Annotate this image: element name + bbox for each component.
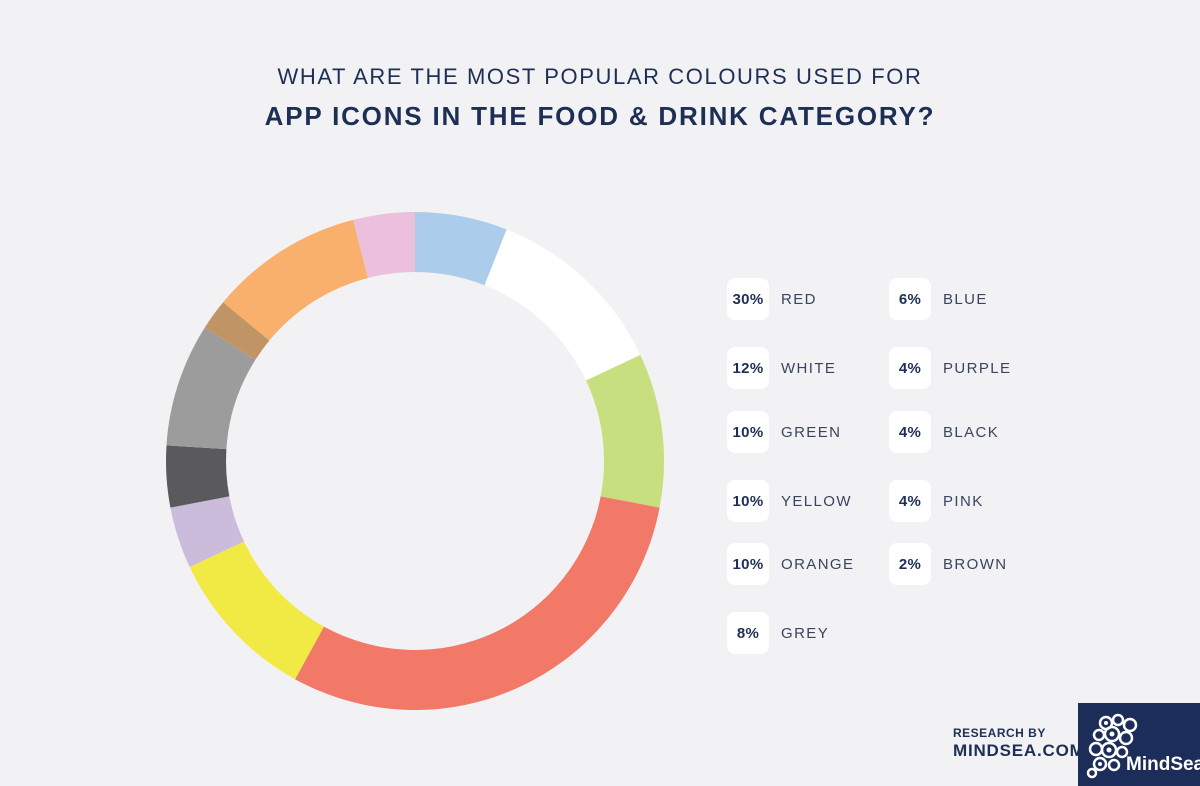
legend-item-brown: 2% BROWN <box>889 543 1008 585</box>
donut-slice-orange <box>223 219 368 341</box>
donut-slice-grey <box>166 327 256 450</box>
legend-label: WHITE <box>781 359 837 377</box>
legend-label: BROWN <box>943 555 1008 573</box>
mindsea-logo: MindSea <box>1078 703 1200 786</box>
donut-slice-yellow <box>189 541 324 680</box>
legend-item-grey: 8% GREY <box>727 612 829 654</box>
chart-title-line2: APP ICONS IN THE FOOD & DRINK CATEGORY? <box>264 101 936 131</box>
legend-item-yellow: 10% YELLOW <box>727 480 852 522</box>
donut-chart <box>166 212 664 710</box>
logo-wordmark: MindSea <box>1126 754 1200 775</box>
legend-value: 10% <box>727 411 769 453</box>
legend-item-black: 4% BLACK <box>889 411 999 453</box>
mindsea-logo-icon: MindSea <box>1086 713 1200 779</box>
legend-value: 2% <box>889 543 931 585</box>
legend-item-pink: 4% PINK <box>889 480 984 522</box>
legend-item-red: 30% RED <box>727 278 817 320</box>
legend-label: GREY <box>781 624 830 642</box>
legend-value: 30% <box>727 278 769 320</box>
legend-value: 4% <box>889 411 931 453</box>
legend-item-green: 10% GREEN <box>727 411 841 453</box>
legend-value: 4% <box>889 480 931 522</box>
legend-value: 4% <box>889 347 931 389</box>
research-by-label: RESEARCH BY <box>953 726 1046 740</box>
chart-title-line1: WHAT ARE THE MOST POPULAR COLOURS USED F… <box>277 64 923 89</box>
legend-value: 10% <box>727 543 769 585</box>
legend-label: GREEN <box>781 423 842 441</box>
donut-slice-brown <box>204 302 270 360</box>
legend-label: ORANGE <box>781 555 855 573</box>
legend-label: PURPLE <box>943 359 1012 377</box>
legend-label: BLUE <box>943 290 988 308</box>
legend-value: 8% <box>727 612 769 654</box>
donut-slice-white <box>484 229 641 381</box>
legend-value: 10% <box>727 480 769 522</box>
donut-slice-blue <box>415 212 507 286</box>
legend-label: BLACK <box>943 423 1000 441</box>
donut-slice-black <box>166 445 230 508</box>
legend-item-purple: 4% PURPLE <box>889 347 1011 389</box>
legend-item-orange: 10% ORANGE <box>727 543 854 585</box>
legend-label: YELLOW <box>781 492 852 510</box>
legend-item-white: 12% WHITE <box>727 347 836 389</box>
donut-slice-green <box>586 354 664 508</box>
legend-item-blue: 6% BLUE <box>889 278 988 320</box>
legend-value: 12% <box>727 347 769 389</box>
legend-label: RED <box>781 290 817 308</box>
donut-slice-pink <box>353 212 415 278</box>
donut-slice-purple <box>170 496 244 568</box>
legend-value: 6% <box>889 278 931 320</box>
mindsea-site-link[interactable]: MINDSEA.COM <box>953 741 1085 760</box>
legend-label: PINK <box>943 492 984 510</box>
donut-slice-red <box>295 496 660 710</box>
